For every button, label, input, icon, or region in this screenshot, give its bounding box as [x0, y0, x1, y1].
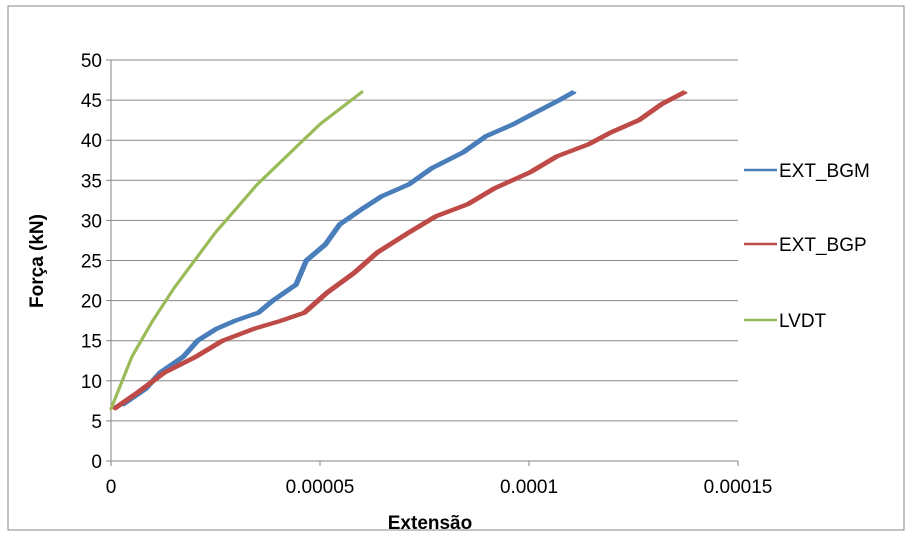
legend-label: LVDT	[779, 311, 827, 332]
chart-border	[7, 5, 905, 531]
legend-label: EXT_BGM	[779, 161, 870, 182]
y-tick-label: 15	[81, 332, 102, 353]
y-axis-title: Força (kN)	[27, 214, 48, 308]
y-tick-label: 50	[81, 51, 102, 72]
x-tick-label: 0	[106, 477, 117, 498]
x-axis-title: Extensão	[388, 513, 472, 534]
series-line	[121, 91, 575, 406]
series-line	[111, 90, 685, 410]
series-line	[114, 91, 688, 411]
y-tick-label: 35	[81, 171, 102, 192]
tick-labels: 0 5 10 15 20 25 30 35 40 45 50 0 0.00005 0.0001 0.0001…	[81, 51, 772, 498]
x-tick-label: 0.00005	[286, 477, 355, 498]
legend-label: EXT_BGP	[779, 235, 867, 256]
x-tick-label: 0.0001	[500, 477, 558, 498]
y-tick-label: 10	[81, 372, 102, 393]
series-ext-bgm	[119, 90, 577, 407]
series-line	[113, 91, 686, 410]
series-ext-bgp	[111, 90, 688, 411]
legend: EXT_BGM EXT_BGP LVDT	[744, 161, 870, 332]
y-tick-label: 5	[91, 412, 102, 433]
y-tick-label: 45	[81, 91, 102, 112]
series-line	[109, 90, 364, 411]
series-line	[119, 90, 574, 406]
y-tick-label: 40	[81, 131, 102, 152]
axes	[106, 59, 739, 466]
series-line	[122, 91, 577, 407]
series-lvdt	[109, 90, 364, 411]
y-tick-label: 30	[81, 211, 102, 232]
x-tick-label: 0.00015	[704, 477, 773, 498]
y-tick-label: 20	[81, 292, 102, 313]
y-tick-label: 0	[91, 452, 102, 473]
plot-series	[109, 90, 688, 411]
y-tick-label: 25	[81, 252, 102, 273]
